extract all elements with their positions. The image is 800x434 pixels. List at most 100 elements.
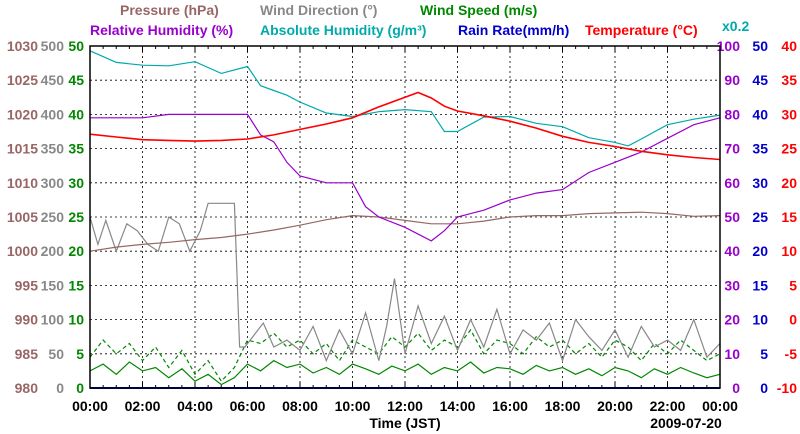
legend: Pressure (hPa) Wind Direction (°) Wind Spe…: [90, 2, 749, 38]
y-tick-label-rain_rate: 15: [752, 277, 768, 293]
axes: 9809859909951000100510101015102010251030…: [7, 38, 797, 414]
y-tick-label-temperature: 15: [781, 209, 797, 225]
y-tick-label-pressure: 1030: [7, 38, 38, 54]
x-tick-label: 16:00: [492, 398, 528, 414]
legend-row2-item: Rain Rate(mm/h): [458, 22, 569, 38]
series-line-temperature: [89, 91, 721, 161]
y-tick-label-rain_rate: 25: [752, 209, 768, 225]
x-tick-label: 04:00: [177, 398, 213, 414]
y-tick-label-rain_rate: 0: [760, 380, 768, 396]
y-tick-label-rain_rate: 40: [752, 106, 768, 122]
series-line-wind-speed-gust-dashed: [89, 328, 721, 383]
y-tick-label-wind_direction: 250: [41, 209, 65, 225]
y-tick-label-relative_humidity: 30: [724, 277, 740, 293]
y-tick-label-relative_humidity: 40: [724, 243, 740, 259]
y-tick-label-wind_speed: 35: [68, 141, 84, 157]
y-tick-label-temperature: 10: [781, 243, 797, 259]
x-tick-label: 10:00: [335, 398, 371, 414]
y-tick-label-rain_rate: 30: [752, 175, 768, 191]
x-tick-label: 22:00: [650, 398, 686, 414]
legend-row2-item: Absolute Humidity (g/m³): [260, 22, 426, 38]
y-tick-label-wind_speed: 20: [68, 243, 84, 259]
x-tick-label: 00:00: [72, 398, 108, 414]
y-tick-label-pressure: 980: [15, 380, 39, 396]
x-tick-label: 14:00: [440, 398, 476, 414]
x-tick-label: 00:00: [702, 398, 738, 414]
x-tick-label: 20:00: [597, 398, 633, 414]
y-tick-label-pressure: 1005: [7, 209, 38, 225]
y-tick-label-pressure: 1000: [7, 243, 38, 259]
y-tick-label-temperature: 20: [781, 175, 797, 191]
y-tick-label-temperature: -10: [777, 380, 797, 396]
series-line-pressure: [89, 211, 721, 252]
y-tick-label-wind_speed: 5: [76, 346, 84, 362]
y-tick-label-rain_rate: 10: [752, 312, 768, 328]
y-tick-label-wind_direction: 300: [41, 175, 65, 191]
y-tick-label-temperature: 25: [781, 141, 797, 157]
y-tick-label-wind_direction: 500: [41, 38, 65, 54]
y-tick-label-relative_humidity: 60: [724, 175, 740, 191]
x-tick-label: 08:00: [282, 398, 318, 414]
y-tick-label-wind_speed: 0: [76, 380, 84, 396]
date-label: 2009-07-20: [650, 415, 722, 431]
legend-row1-item: Wind Speed (m/s): [420, 2, 537, 18]
y-tick-label-temperature: -5: [785, 346, 798, 362]
y-tick-label-relative_humidity: 50: [724, 209, 740, 225]
y-tick-label-wind_direction: 400: [41, 106, 65, 122]
y-tick-label-wind_speed: 25: [68, 209, 84, 225]
abs-humidity-scale-note: x0.2: [722, 18, 749, 34]
y-tick-label-relative_humidity: 0: [732, 380, 740, 396]
y-tick-label-temperature: 5: [789, 277, 797, 293]
y-tick-label-relative_humidity: 70: [724, 141, 740, 157]
series-line-wind-direction: [89, 202, 721, 363]
x-axis-label: Time (JST): [369, 415, 440, 431]
y-tick-label-rain_rate: 5: [760, 346, 768, 362]
y-tick-label-pressure: 985: [15, 346, 39, 362]
y-tick-label-relative_humidity: 20: [724, 312, 740, 328]
y-tick-label-wind_speed: 30: [68, 175, 84, 191]
series-line-wind-speed: [89, 359, 721, 386]
y-tick-label-wind_speed: 10: [68, 312, 84, 328]
y-tick-label-temperature: 35: [781, 72, 797, 88]
series-line-absolute-humidity-x0-2: [89, 50, 721, 147]
y-tick-label-rain_rate: 20: [752, 243, 768, 259]
x-tick-label: 06:00: [230, 398, 266, 414]
y-tick-label-pressure: 1015: [7, 141, 38, 157]
y-tick-label-pressure: 995: [15, 277, 39, 293]
x-tick-label: 12:00: [387, 398, 423, 414]
x-tick-label: 02:00: [125, 398, 161, 414]
y-tick-label-wind_direction: 350: [41, 141, 65, 157]
y-tick-label-wind_direction: 100: [41, 312, 65, 328]
y-tick-label-wind_direction: 200: [41, 243, 65, 259]
y-tick-label-wind_speed: 40: [68, 106, 84, 122]
y-tick-label-temperature: 30: [781, 106, 797, 122]
plot-frame: [89, 45, 721, 389]
legend-row1-item: Wind Direction (°): [260, 2, 377, 18]
y-tick-label-wind_direction: 150: [41, 277, 65, 293]
y-tick-label-temperature: 0: [789, 312, 797, 328]
y-tick-label-wind_direction: 50: [48, 346, 64, 362]
y-tick-label-rain_rate: 50: [752, 38, 768, 54]
y-tick-label-pressure: 1010: [7, 175, 38, 191]
y-tick-label-temperature: 40: [781, 38, 797, 54]
legend-row2-item: Temperature (°C): [585, 22, 698, 38]
y-tick-label-pressure: 1020: [7, 106, 38, 122]
y-tick-label-wind_direction: 0: [56, 380, 64, 396]
y-tick-label-wind_speed: 50: [68, 38, 84, 54]
y-tick-label-relative_humidity: 10: [724, 346, 740, 362]
y-tick-label-rain_rate: 35: [752, 141, 768, 157]
grid: [89, 46, 721, 388]
x-tick-label: 18:00: [545, 398, 581, 414]
y-tick-label-pressure: 1025: [7, 72, 38, 88]
y-tick-label-wind_direction: 450: [41, 72, 65, 88]
y-tick-label-rain_rate: 45: [752, 72, 768, 88]
y-tick-label-relative_humidity: 100: [717, 38, 741, 54]
y-tick-label-pressure: 990: [15, 312, 39, 328]
series-line-relative-humidity: [90, 113, 721, 242]
y-tick-label-relative_humidity: 90: [724, 72, 740, 88]
legend-row1-item: Pressure (hPa): [120, 2, 219, 18]
legend-row2-item: Relative Humidity (%): [90, 22, 233, 38]
y-tick-label-wind_speed: 15: [68, 277, 84, 293]
